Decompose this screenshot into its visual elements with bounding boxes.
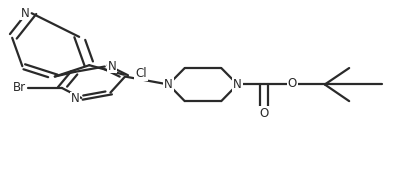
Text: Br: Br bbox=[13, 81, 26, 94]
Text: N: N bbox=[108, 60, 117, 73]
Text: N: N bbox=[21, 7, 30, 20]
Text: Cl: Cl bbox=[135, 67, 147, 80]
Text: O: O bbox=[287, 77, 296, 90]
Text: N: N bbox=[164, 78, 173, 91]
Text: O: O bbox=[259, 107, 268, 120]
Text: N: N bbox=[70, 92, 79, 105]
Text: N: N bbox=[232, 78, 241, 91]
